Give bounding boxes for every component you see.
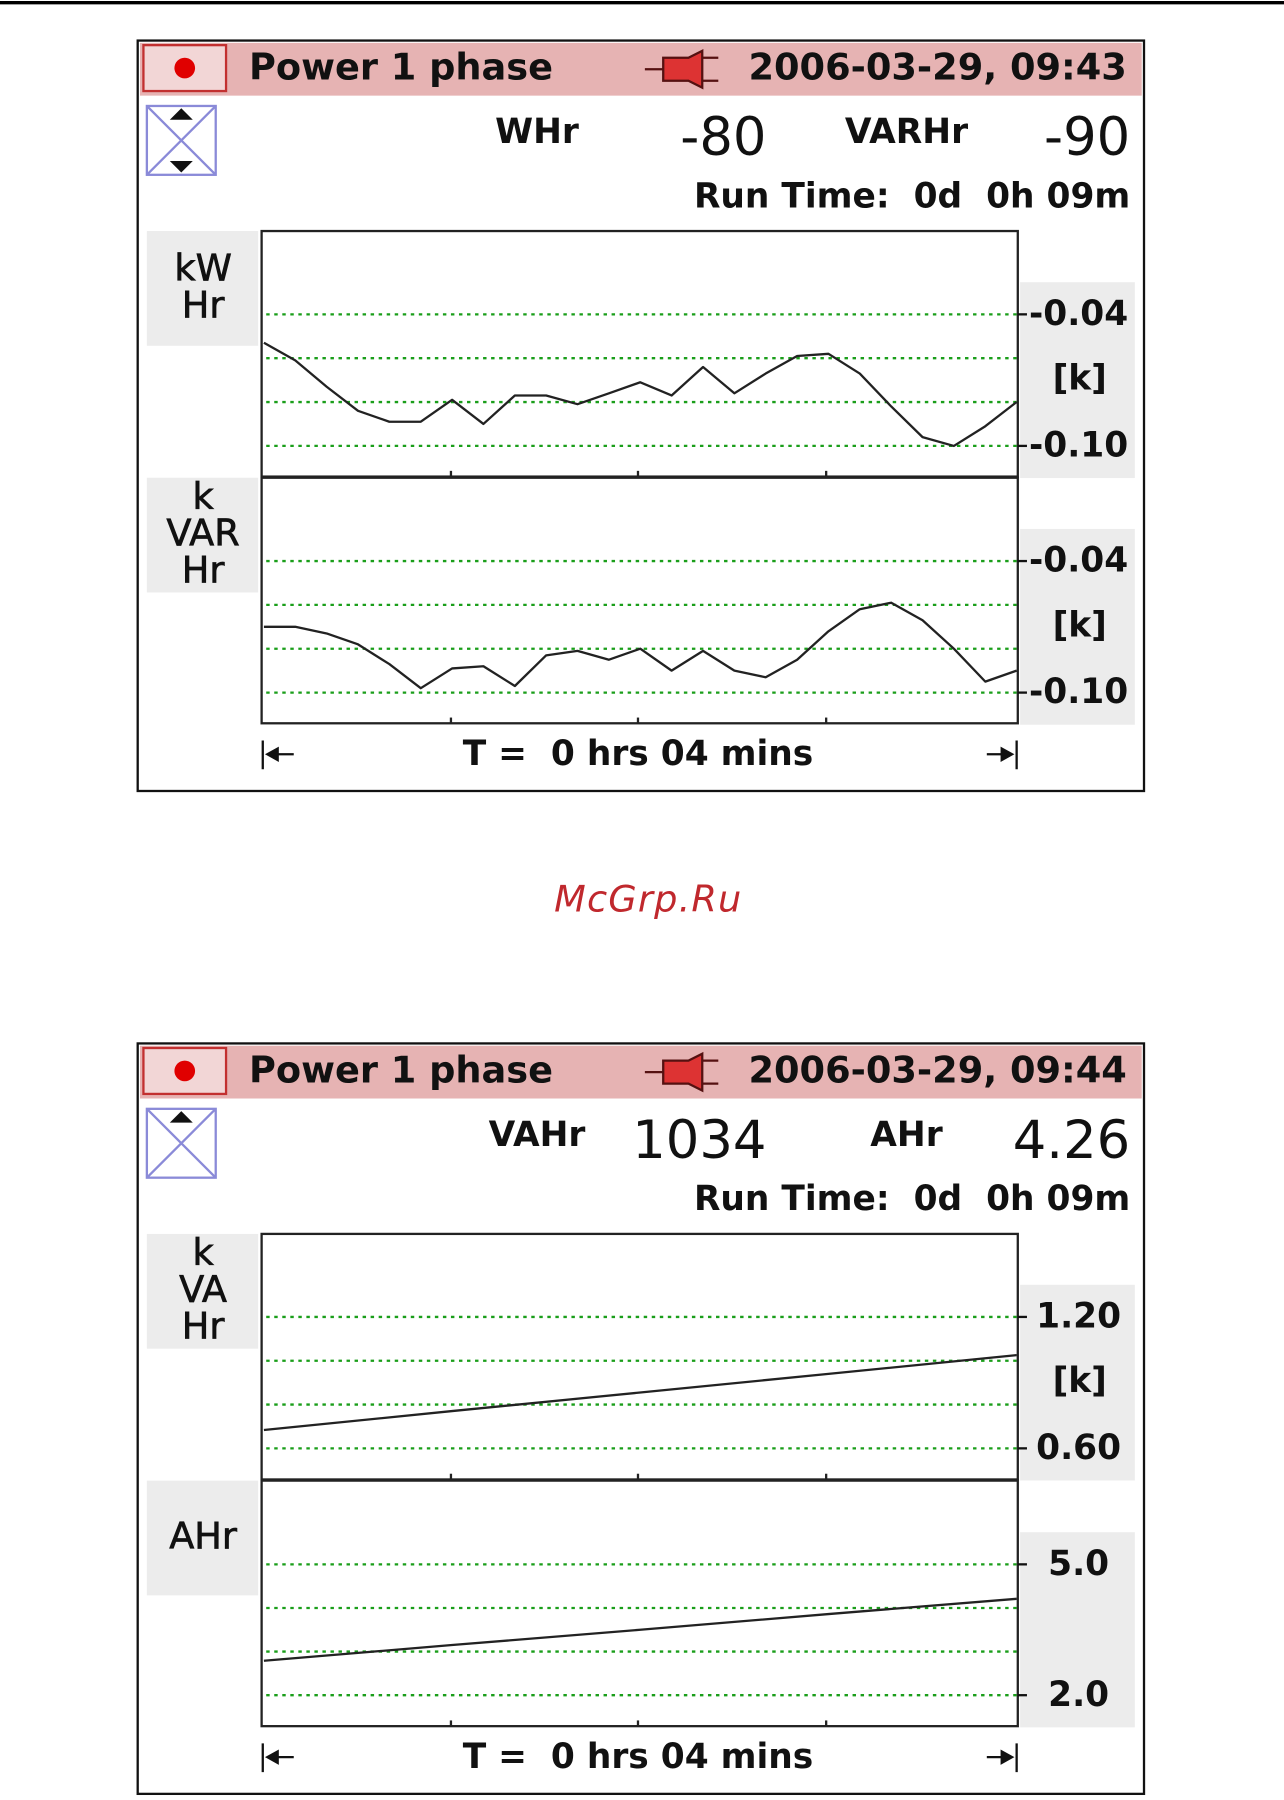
- time-span-right: [986, 1743, 1018, 1773]
- reading-value: 4.26: [1013, 1110, 1131, 1171]
- axis-label-panel: [146, 477, 259, 593]
- tick-label-panel: [1020, 1284, 1135, 1481]
- time-span-right: [986, 740, 1018, 770]
- run-time: Run Time: 0d 0h 09m: [694, 1179, 1130, 1219]
- axis-label-panel: [146, 231, 259, 346]
- reading-label: VARHr: [845, 112, 968, 152]
- y-tick-label: -0.10: [1029, 672, 1128, 712]
- axis-label: k: [192, 475, 214, 518]
- plug-icon: [644, 1051, 719, 1093]
- time-span: T = 0 hrs 04 mins: [463, 1737, 814, 1777]
- reading-value: -80: [680, 107, 766, 168]
- unit-label: [k]: [1053, 605, 1107, 645]
- y-tick-label: 2.0: [1048, 1675, 1109, 1715]
- plot-area: [260, 1232, 1019, 1481]
- axis-label: kW: [174, 247, 232, 290]
- trace-line: [263, 1597, 1017, 1662]
- unit-label: [k]: [1053, 359, 1107, 399]
- scroll-arrow-down: [169, 161, 193, 173]
- y-tick-label: 1.20: [1036, 1297, 1121, 1337]
- plug-icon: [644, 49, 719, 90]
- axis-label: k: [192, 1231, 214, 1274]
- reading-value: -90: [1044, 107, 1130, 168]
- header-bar: [139, 42, 1142, 96]
- time-span: T = 0 hrs 04 mins: [463, 734, 814, 774]
- trace-line: [263, 341, 1018, 448]
- run-time: Run Time: 0d 0h 09m: [694, 176, 1130, 216]
- axis-label-panel: [146, 1233, 259, 1349]
- device-screen: Power 1 phase 2006-03-29, 09:44 VAHr 1034 AH…: [136, 1042, 1146, 1796]
- reading-label: AHr: [870, 1115, 942, 1155]
- scroll-arrow-up: [169, 1111, 193, 1123]
- axis-label: AHr: [169, 1514, 238, 1557]
- y-tick-label: 5.0: [1048, 1544, 1109, 1584]
- header-title: Power 1 phase: [249, 46, 553, 89]
- record-dot: [174, 57, 196, 79]
- axis-label: VA: [179, 1268, 227, 1311]
- axis-label: Hr: [182, 283, 226, 326]
- tick-label-panel: [1020, 282, 1135, 479]
- y-tick-label: -0.10: [1029, 426, 1128, 466]
- tick-label-panel: [1020, 1532, 1135, 1728]
- axis-label: VAR: [166, 512, 239, 555]
- trace-line: [263, 601, 1018, 690]
- scroll-icon-cross: [146, 105, 217, 176]
- header-bar: [139, 1045, 1142, 1099]
- scroll-icon-cross: [146, 1108, 217, 1179]
- reading-label: WHr: [495, 112, 579, 152]
- y-tick-label: -0.04: [1029, 541, 1128, 581]
- y-tick-label: 0.60: [1036, 1428, 1121, 1468]
- axis-label: Hr: [182, 1305, 226, 1348]
- plot-area: [260, 476, 1019, 725]
- header-datetime: 2006-03-29, 09:43: [748, 46, 1126, 89]
- trace-line: [263, 1353, 1017, 1432]
- plot-area: [260, 1479, 1019, 1728]
- record-dot: [174, 1060, 196, 1082]
- reading-value: 1034: [632, 1110, 766, 1171]
- axis-label: Hr: [182, 548, 226, 591]
- unit-label: [k]: [1053, 1361, 1107, 1401]
- tick-label-panel: [1020, 528, 1135, 725]
- scroll-arrow-up: [169, 108, 193, 120]
- header-datetime: 2006-03-29, 09:44: [748, 1049, 1126, 1092]
- y-tick-label: -0.04: [1029, 294, 1128, 334]
- axis-label-panel: [146, 1480, 259, 1596]
- watermark: McGrp.Ru: [554, 878, 742, 921]
- time-span-left: [261, 1743, 294, 1773]
- reading-label: VAHr: [489, 1115, 586, 1155]
- plot-area: [260, 229, 1019, 478]
- time-span-left: [261, 740, 294, 770]
- header-title: Power 1 phase: [249, 1049, 553, 1092]
